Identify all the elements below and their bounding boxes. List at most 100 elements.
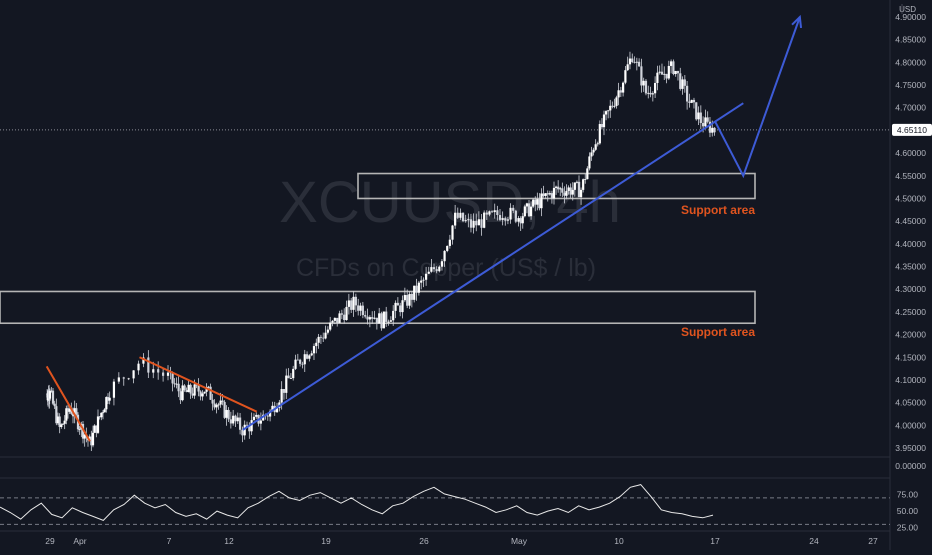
candle-body [438, 266, 441, 272]
candle-body [252, 416, 256, 421]
candle-body [285, 375, 288, 393]
candle-body [697, 112, 700, 120]
y-tick-label: 4.75000 [895, 80, 926, 90]
candle-body [485, 212, 488, 215]
y-tick-label: 4.15000 [895, 352, 926, 362]
last-price-tag [892, 123, 932, 136]
candle-body [609, 105, 612, 111]
x-tick-label: 24 [809, 536, 819, 546]
candle-body [552, 187, 556, 199]
y-tick-label: 4.05000 [895, 398, 926, 408]
candle-body [440, 261, 444, 267]
candle-body [517, 218, 520, 222]
uptrend-line[interactable] [242, 102, 744, 431]
candle-body [347, 300, 350, 307]
candle-body [197, 385, 200, 392]
candle-body [392, 310, 395, 321]
candle-body [607, 110, 610, 112]
candle-body [443, 250, 446, 262]
y-tick-label: 4.30000 [895, 284, 926, 294]
candle-body [532, 199, 535, 207]
candle-body [602, 114, 606, 128]
candle-body [456, 212, 459, 218]
candle-body [417, 282, 420, 293]
candle-body [527, 203, 531, 217]
candle-body [183, 385, 186, 391]
candle-body [651, 93, 654, 95]
candle-body [542, 193, 545, 196]
candle-body [579, 189, 583, 198]
candle-body [708, 121, 712, 133]
candle-body [540, 193, 543, 209]
candle-body [340, 313, 343, 315]
candle-body [683, 79, 686, 86]
candle-body [399, 305, 402, 313]
watermark-symbol: XCUUSD, 4h [279, 170, 621, 235]
candle-body [81, 423, 85, 439]
candle-body [427, 271, 430, 274]
candle-body [575, 181, 579, 183]
candle-body [371, 317, 374, 319]
candle-body [403, 295, 406, 301]
candle-body [73, 408, 76, 417]
candle-body [98, 416, 101, 418]
candle-body [162, 372, 165, 376]
candle-body [91, 432, 95, 446]
candle-body [448, 239, 451, 246]
candle-body [611, 105, 614, 107]
candle-body [83, 434, 86, 439]
candle-body [415, 285, 418, 293]
candle-body [401, 300, 404, 313]
candle-body [512, 207, 515, 211]
candle-body [292, 368, 295, 379]
candle-body [175, 383, 178, 385]
candle-body [389, 320, 392, 322]
x-tick-label: Apr [73, 536, 86, 546]
candle-body [303, 354, 306, 365]
candle-body [461, 212, 465, 222]
candle-body [672, 61, 675, 75]
candle-body [243, 424, 246, 436]
candle-body [333, 317, 336, 321]
x-tick-label: 12 [224, 536, 234, 546]
candle-body [633, 62, 636, 63]
candle-body [596, 143, 599, 145]
candle-body [506, 219, 510, 221]
candle-body [626, 64, 629, 71]
projection-path[interactable] [714, 16, 801, 179]
candle-body [550, 193, 554, 199]
candle-body [483, 212, 486, 228]
candle-body [61, 423, 65, 425]
x-tick-label: 19 [321, 536, 331, 546]
candle-body [106, 397, 110, 401]
candle-body [173, 383, 176, 385]
candle-body [464, 220, 467, 222]
candle-body [232, 415, 235, 424]
candle-body [177, 383, 180, 392]
candle-body [563, 192, 566, 196]
support-area-label: Support area [681, 203, 755, 217]
candle-body [48, 390, 52, 399]
candle-body [60, 424, 63, 428]
candle-body [432, 267, 436, 270]
candle-body [225, 409, 228, 418]
candle-body [152, 369, 155, 373]
support-zone-box[interactable] [357, 172, 756, 200]
candle-body [477, 219, 480, 226]
candle-body [275, 407, 279, 413]
candle-body [642, 80, 645, 86]
candle-body [640, 66, 643, 86]
candle-body [101, 412, 105, 414]
candle-body [345, 306, 348, 321]
candle-body [65, 408, 68, 421]
downtrend-line[interactable] [139, 356, 258, 413]
candle-body [352, 296, 355, 310]
candle-body [459, 212, 462, 218]
candle-body [521, 216, 524, 224]
candle-body [324, 332, 327, 339]
downtrend-line[interactable] [45, 365, 91, 442]
candle-body [122, 377, 125, 379]
candle-body [378, 313, 381, 324]
x-tick-label: May [511, 536, 528, 546]
